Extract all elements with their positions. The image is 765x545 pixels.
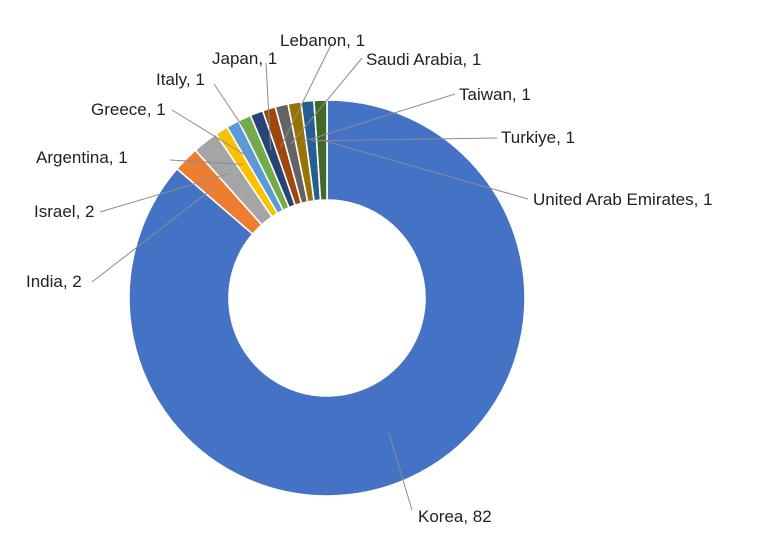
data-label: India, 2 [26, 272, 82, 291]
leader-line [388, 432, 413, 511]
data-label: Korea, 82 [418, 507, 492, 526]
leader-line [321, 139, 529, 200]
leader-line [91, 186, 215, 283]
leader-line [311, 137, 498, 142]
data-label: Israel, 2 [34, 202, 94, 221]
slice-korea [128, 99, 526, 497]
leader-line [280, 42, 333, 148]
data-label: Taiwan, 1 [459, 85, 531, 104]
data-label: Greece, 1 [91, 100, 166, 119]
leader-lines-group [91, 42, 529, 511]
data-label: Japan, 1 [212, 49, 277, 68]
data-label: United Arab Emirates, 1 [533, 190, 713, 209]
data-labels-group: Korea, 82 India, 2 Israel, 2 Argentina, 1 Gr… [26, 31, 713, 526]
leader-line [265, 62, 272, 151]
leader-line [300, 93, 456, 143]
data-label: Saudi Arabia, 1 [366, 50, 481, 69]
data-label: Lebanon, 1 [280, 31, 365, 50]
leader-line [290, 57, 363, 145]
leader-line [213, 83, 262, 155]
slice-united-arab-emirates [313, 99, 328, 202]
data-label: Argentina, 1 [36, 148, 128, 167]
leader-line [99, 172, 231, 213]
data-label: Turkiye, 1 [501, 128, 575, 147]
slices-group [128, 99, 526, 497]
leader-line [169, 159, 243, 165]
leader-line [171, 109, 253, 160]
data-label: Italy, 1 [156, 70, 205, 89]
